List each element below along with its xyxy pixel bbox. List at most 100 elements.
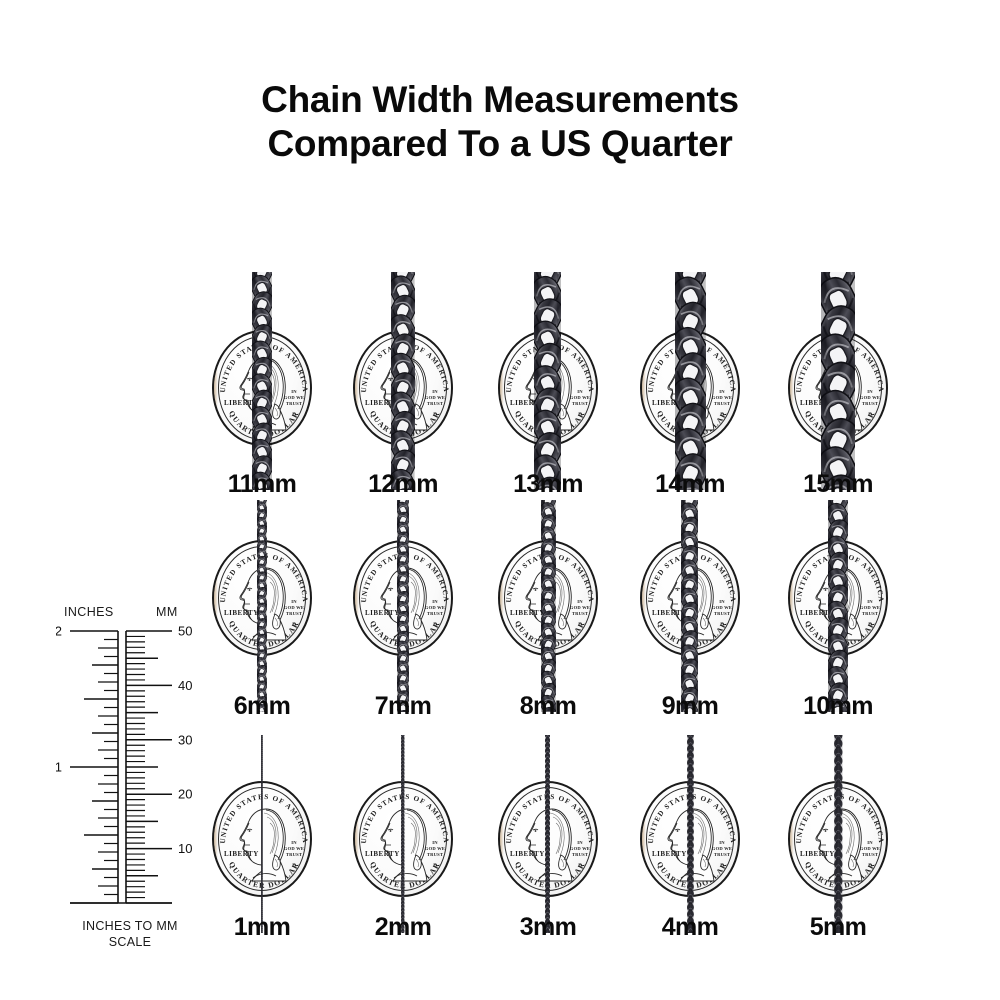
- coin-mintmark: D: [868, 413, 872, 418]
- coin-motto-line-2: GOD WE: [284, 846, 304, 851]
- coin-liberty-text: LIBERTY: [365, 609, 400, 617]
- coin-motto-line-2: GOD WE: [284, 605, 304, 610]
- chain-strand: [545, 735, 551, 933]
- ruler-mm-label: 40: [178, 678, 192, 693]
- chain-size-label: 1mm: [233, 913, 291, 941]
- chain-sample-cell[interactable]: UNITED STATES OF AMERICAQUARTER DOLLARLI…: [333, 735, 473, 965]
- chain-sample-cell[interactable]: UNITED STATES OF AMERICAQUARTER DOLLARLI…: [192, 735, 332, 965]
- coin-liberty-text: LIBERTY: [510, 399, 545, 407]
- coin-motto-line-1: IN: [867, 840, 873, 845]
- coin-liberty-text: LIBERTY: [224, 609, 259, 617]
- coin-mintmark: D: [720, 864, 724, 869]
- chain-sample-cell[interactable]: UNITED STATES OF AMERICAQUARTER DOLLARLI…: [478, 272, 618, 502]
- ruler-footer-line-1: INCHES TO MM: [82, 919, 178, 933]
- ruler-mm-label: 30: [178, 732, 192, 747]
- page-title: Chain Width Measurements Compared To a U…: [0, 78, 1000, 166]
- chain-sample-cell[interactable]: UNITED STATES OF AMERICAQUARTER DOLLARLI…: [768, 272, 908, 502]
- coin-liberty-text: LIBERTY: [510, 609, 545, 617]
- chain-strand: [534, 272, 562, 490]
- chain-size-label: 2mm: [374, 913, 432, 941]
- coin-mintmark: D: [292, 623, 296, 628]
- chain-graphic: [545, 735, 551, 933]
- coin-motto-line-2: GOD WE: [284, 395, 304, 400]
- coin-motto-line-2: GOD WE: [425, 605, 445, 610]
- chain-sample-cell[interactable]: UNITED STATES OF AMERICAQUARTER DOLLARLI…: [192, 272, 332, 502]
- chain-sample-cell[interactable]: UNITED STATES OF AMERICAQUARTER DOLLARLI…: [768, 735, 908, 965]
- ruler-mm-label: 10: [178, 841, 192, 856]
- chain-strand: [252, 272, 272, 490]
- coin-edge-highlight: [790, 809, 794, 869]
- coin-motto-line-2: GOD WE: [860, 395, 880, 400]
- coin-motto-line-1: IN: [719, 840, 725, 845]
- chain-sample-cell[interactable]: UNITED STATES OF AMERICAQUARTER DOLLARLI…: [192, 500, 332, 730]
- coin-motto-line-2: GOD WE: [860, 605, 880, 610]
- coin-edge-highlight: [214, 809, 218, 869]
- coin-liberty-text: LIBERTY: [365, 399, 400, 407]
- coin-motto-line-1: IN: [432, 599, 438, 604]
- chain-graphic: [534, 272, 562, 490]
- chain-sample-cell[interactable]: UNITED STATES OF AMERICAQUARTER DOLLARLI…: [620, 272, 760, 502]
- chain-sample-cell[interactable]: UNITED STATES OF AMERICAQUARTER DOLLARLI…: [620, 500, 760, 730]
- coin-liberty-text: LIBERTY: [224, 850, 259, 858]
- coin-motto-line-3: TRUST: [286, 401, 302, 406]
- washington-bust: [239, 808, 287, 882]
- chain-row-medium: UNITED STATES OF AMERICAQUARTER DOLLARLI…: [190, 500, 1000, 730]
- chain-size-label: 15mm: [803, 470, 873, 498]
- chain-sample-cell[interactable]: UNITED STATES OF AMERICAQUARTER DOLLARLI…: [333, 500, 473, 730]
- coin-motto-line-2: GOD WE: [712, 395, 732, 400]
- ruler-scale-graphic: 2 1 50 40 30 20 10: [56, 624, 192, 904]
- coin-liberty-text: LIBERTY: [365, 850, 400, 858]
- coin-edge-highlight: [500, 568, 504, 628]
- chain-size-label: 4mm: [661, 913, 719, 941]
- chain-size-label: 8mm: [519, 692, 577, 720]
- chain-graphic: [391, 272, 415, 490]
- chain-strand: [687, 735, 694, 933]
- chain-size-label: 9mm: [661, 692, 719, 720]
- coin-motto-line-1: IN: [291, 389, 297, 394]
- coin-mintmark: D: [292, 413, 296, 418]
- chain-graphic: [687, 735, 694, 933]
- chain-strand: [541, 500, 556, 712]
- coin-motto-line-1: IN: [577, 840, 583, 845]
- chain-size-label: 14mm: [655, 470, 725, 498]
- coin-mintmark: D: [433, 413, 437, 418]
- coin-motto-line-3: TRUST: [572, 401, 588, 406]
- chain-sample-cell[interactable]: UNITED STATES OF AMERICAQUARTER DOLLARLI…: [333, 272, 473, 502]
- coin-motto-line-1: IN: [291, 840, 297, 845]
- chain-strand: [681, 500, 699, 712]
- title-line-1: Chain Width Measurements: [261, 79, 739, 120]
- chain-graphic: [397, 500, 410, 712]
- chain-size-label: 10mm: [803, 692, 873, 720]
- coin-motto-line-3: TRUST: [862, 852, 878, 857]
- chain-graphic: [257, 500, 267, 712]
- coin-mintmark: D: [720, 623, 724, 628]
- chain-size-label: 3mm: [519, 913, 577, 941]
- coin-motto-line-1: IN: [432, 389, 438, 394]
- coin-face-graphic: UNITED STATES OF AMERICAQUARTER DOLLARLI…: [219, 793, 308, 890]
- chain-sample-cell[interactable]: UNITED STATES OF AMERICAQUARTER DOLLARLI…: [478, 500, 618, 730]
- coin-motto-line-2: GOD WE: [570, 605, 590, 610]
- chain-size-label: 12mm: [368, 470, 438, 498]
- chain-row-small: UNITED STATES OF AMERICAQUARTER DOLLARLI…: [190, 735, 1000, 965]
- coin-edge-highlight: [214, 358, 218, 418]
- chain-graphic: [834, 735, 843, 933]
- chain-size-label: 11mm: [227, 470, 297, 498]
- coin-mintmark: D: [720, 413, 724, 418]
- coin-liberty-text: LIBERTY: [652, 850, 687, 858]
- coin-liberty-text: LIBERTY: [800, 609, 835, 617]
- coin-mintmark: D: [433, 623, 437, 628]
- coin-motto-line-3: TRUST: [714, 611, 730, 616]
- inches-to-mm-ruler: INCHES MM 2 1 50 40 30 20 10 INCHES TO MM SCAL…: [56, 605, 204, 950]
- coin-edge-highlight: [642, 809, 646, 869]
- ruler-header-mm: MM: [156, 605, 178, 619]
- coin-motto-line-3: TRUST: [427, 611, 443, 616]
- coin-edge-highlight: [642, 568, 646, 628]
- chain-strand: [391, 272, 415, 490]
- coin-mintmark: D: [578, 623, 582, 628]
- coin-motto-line-1: IN: [867, 389, 873, 394]
- chain-strand: [675, 272, 706, 490]
- chain-sample-cell[interactable]: UNITED STATES OF AMERICAQUARTER DOLLARLI…: [768, 500, 908, 730]
- coin-motto-line-1: IN: [719, 389, 725, 394]
- chain-sample-cell[interactable]: UNITED STATES OF AMERICAQUARTER DOLLARLI…: [478, 735, 618, 965]
- chain-sample-cell[interactable]: UNITED STATES OF AMERICAQUARTER DOLLARLI…: [620, 735, 760, 965]
